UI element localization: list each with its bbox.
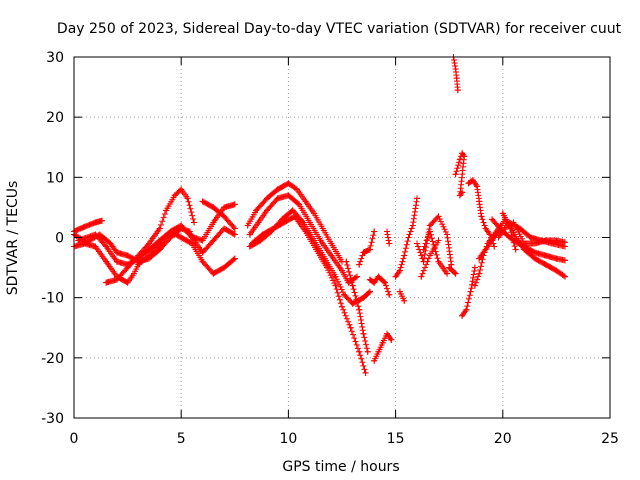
x-tick-label: 20 — [494, 431, 512, 447]
data-point-trail — [371, 330, 395, 364]
data-point-trail — [392, 195, 420, 280]
x-tick-label: 5 — [177, 431, 186, 447]
data-point-trail — [366, 273, 393, 298]
series-track-15 — [371, 330, 395, 364]
series-track-12 — [343, 258, 371, 355]
series-track-31 — [510, 219, 568, 247]
data-point-trail — [396, 288, 408, 304]
series-track-06 — [184, 201, 238, 244]
chart-title: Day 250 of 2023, Sidereal Day-to-day VTE… — [57, 21, 622, 37]
data-point-trail — [459, 264, 478, 319]
series-track-16 — [384, 228, 393, 247]
x-tick-label: 15 — [387, 431, 405, 447]
y-tick-label: 10 — [46, 170, 64, 186]
series-track-20 — [420, 228, 451, 277]
data-point-trail — [384, 228, 393, 247]
y-tick-label: -10 — [41, 291, 64, 307]
series-track-18 — [396, 288, 408, 304]
series-track-07 — [199, 198, 238, 232]
series-track-05 — [103, 186, 198, 286]
data-point-trail — [418, 237, 442, 280]
series-track-21 — [418, 237, 442, 280]
series-track-24 — [452, 150, 468, 199]
data-point-trail — [499, 210, 519, 253]
y-tick-label: 20 — [46, 110, 64, 126]
data-point-trail — [103, 186, 198, 286]
series-track-22 — [446, 264, 459, 277]
series-track-17 — [392, 195, 420, 280]
series-track-11 — [249, 213, 369, 376]
data-point-trail — [452, 150, 468, 199]
x-axis-label: GPS time / hours — [282, 459, 399, 475]
data-point-trail — [356, 228, 378, 268]
series-track-13 — [356, 228, 378, 268]
data-point-trail — [244, 180, 345, 265]
x-tick-label: 10 — [279, 431, 297, 447]
x-tick-label: 0 — [70, 431, 79, 447]
data-point-trail — [343, 258, 371, 355]
series-track-32 — [499, 210, 519, 253]
data-points — [71, 54, 568, 376]
data-point-trail — [246, 192, 360, 286]
series-track-03 — [71, 228, 238, 286]
grid-lines — [74, 57, 610, 418]
series-track-26 — [465, 177, 498, 250]
series-track-25 — [459, 264, 478, 319]
series-track-08 — [244, 180, 345, 265]
axis-ticks: 0 5 10 15 20 25 -30 -20 -10 0 10 20 30 — [41, 50, 619, 447]
y-tick-label: -20 — [41, 351, 64, 367]
y-axis-label: SDTVAR / TECUs — [5, 181, 21, 296]
data-point-trail — [199, 198, 238, 232]
data-point-trail — [446, 264, 459, 277]
data-point-trail — [249, 213, 369, 376]
x-tick-label: 25 — [601, 431, 619, 447]
y-tick-label: -30 — [41, 411, 64, 427]
y-tick-label: 0 — [55, 231, 64, 247]
y-tick-label: 30 — [46, 50, 64, 66]
series-track-14 — [366, 273, 393, 298]
data-point-trail — [510, 219, 568, 247]
